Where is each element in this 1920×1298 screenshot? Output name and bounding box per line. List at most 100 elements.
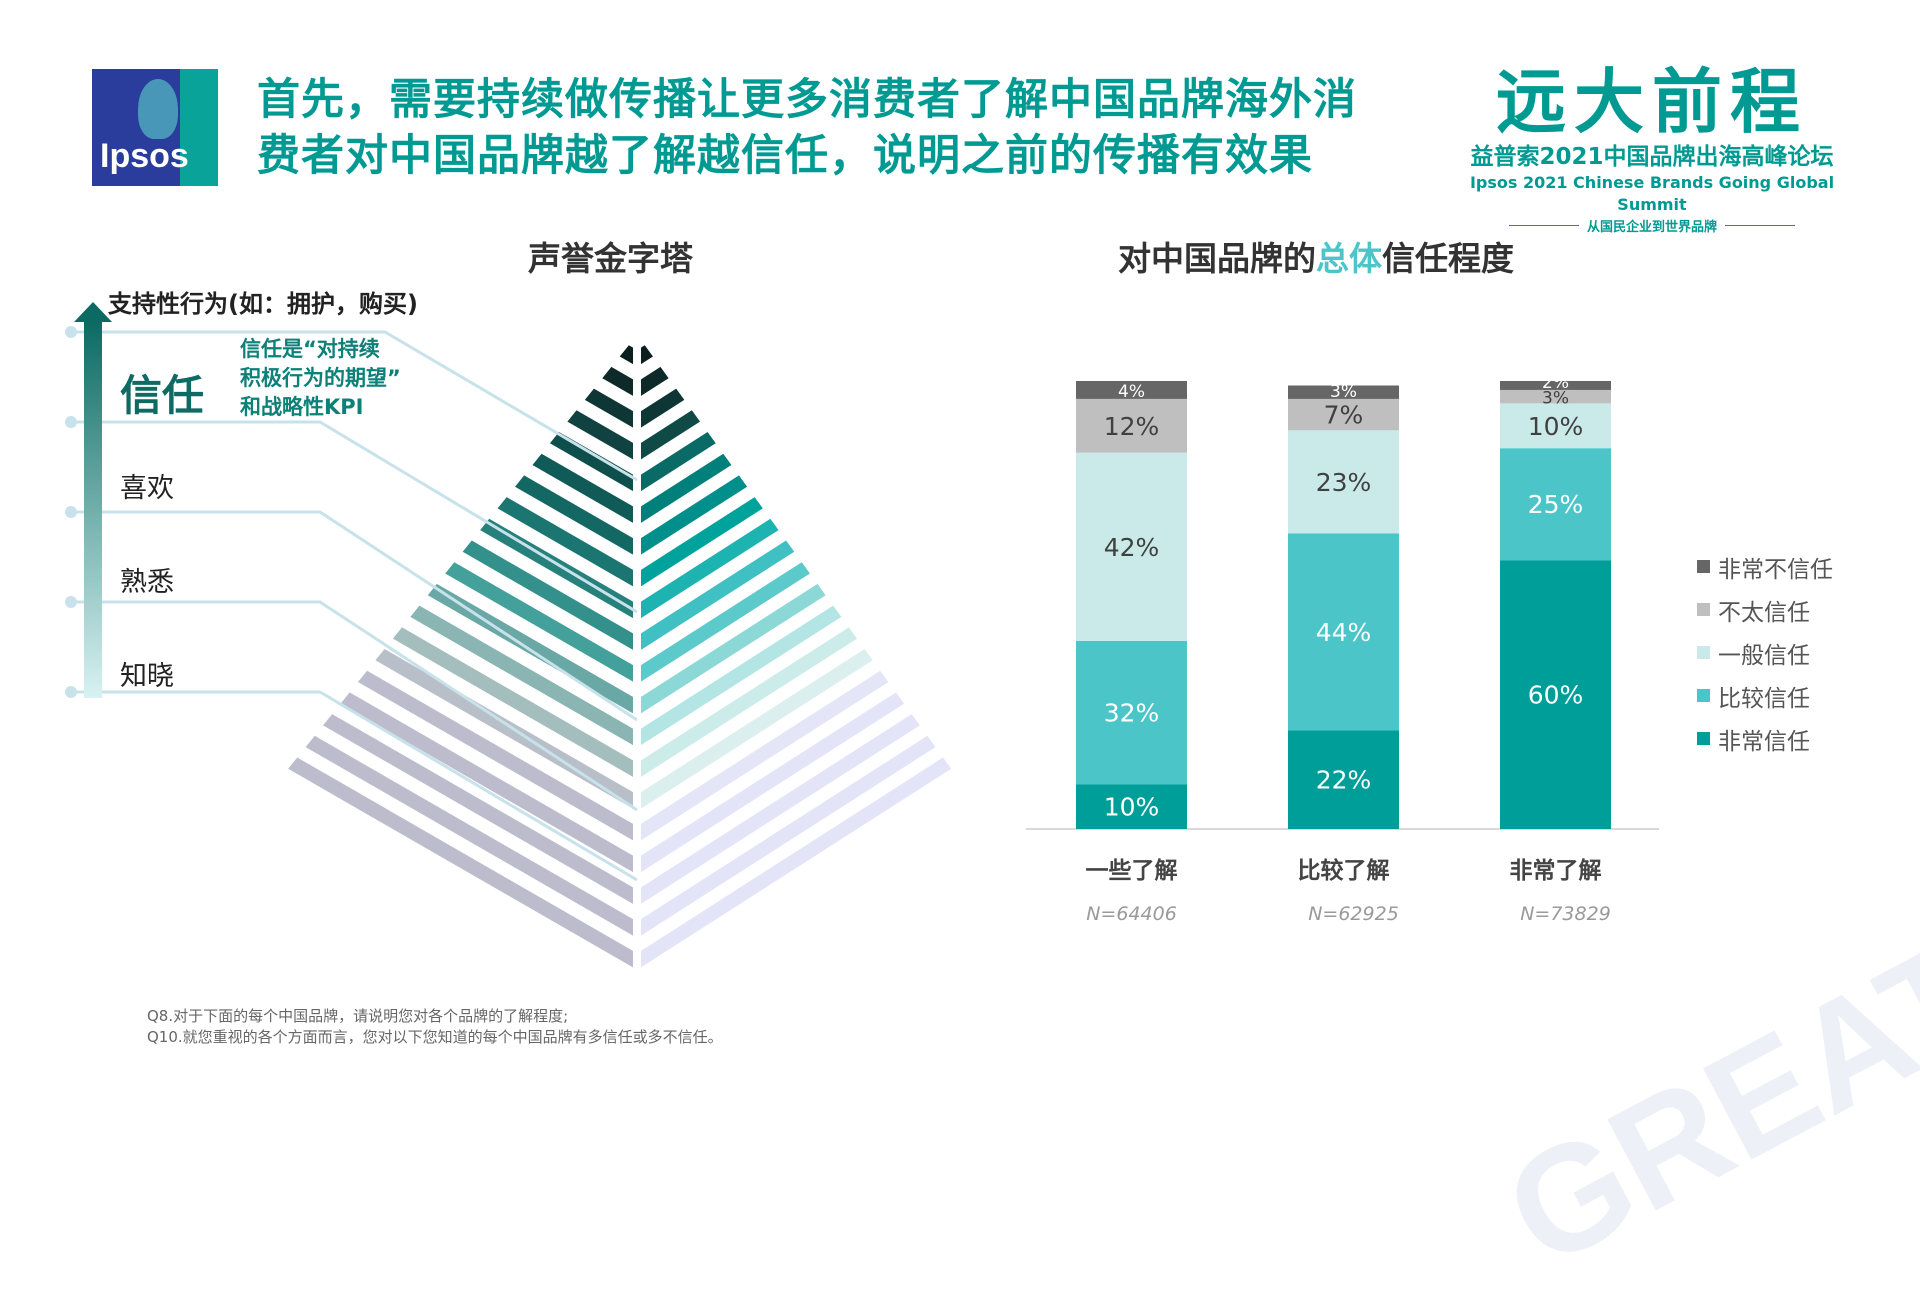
chart-title: 对中国品牌的总体信任程度 xyxy=(1118,239,1514,278)
level-like: 喜欢 xyxy=(120,473,174,504)
data-label: 3% xyxy=(1330,382,1357,402)
level-aware: 知晓 xyxy=(120,661,174,692)
data-label: 4% xyxy=(1118,382,1145,402)
data-label: 12% xyxy=(1104,412,1160,441)
legend-swatch xyxy=(1697,732,1710,745)
legend-item: 一般信任 xyxy=(1697,631,1833,674)
legend-label: 不太信任 xyxy=(1718,599,1810,626)
pyramid-stripe xyxy=(641,714,920,904)
pyramid-stripe xyxy=(641,540,795,650)
bar-segment xyxy=(1076,640,1187,785)
legend-item: 非常不信任 xyxy=(1697,545,1833,588)
pyramid-stripe xyxy=(602,366,633,396)
pyramid-stripe xyxy=(480,518,633,619)
pyramid-stripe xyxy=(305,735,633,936)
sample-size-label: N=62925 xyxy=(1308,903,1399,925)
pyramid-stripe xyxy=(532,453,633,523)
data-label: 10% xyxy=(1104,793,1160,822)
category-label: 比较了解 xyxy=(1298,857,1390,884)
bar-segment xyxy=(1288,430,1399,534)
pyramid-stripe xyxy=(641,692,905,873)
bar-segment xyxy=(1076,398,1187,453)
pyramid-stripe xyxy=(641,388,685,428)
pyramid-stripe xyxy=(641,345,653,365)
top-behavior-label: 支持性行为(如：拥护，购买) xyxy=(108,290,418,318)
pyramid-stripe xyxy=(462,540,633,650)
pyramid-stripe xyxy=(357,670,633,841)
legend-label: 非常信任 xyxy=(1718,728,1810,755)
trust-note: 信任是“对持续 积极行为的期望” 和战略性KPI xyxy=(240,337,401,419)
pyramid-stripe xyxy=(641,757,952,968)
data-label: 2% xyxy=(1542,373,1569,393)
pyramid-stripe xyxy=(641,735,936,936)
pyramid-stripe xyxy=(641,518,779,619)
bar-segment xyxy=(1288,398,1399,431)
arrow-shaft xyxy=(84,322,102,698)
pyramid-stripe xyxy=(641,432,716,492)
bar-segment xyxy=(1500,448,1611,561)
bar-segment xyxy=(1076,784,1187,829)
bar-segment xyxy=(1076,452,1187,641)
legend-item: 比较信任 xyxy=(1697,674,1833,717)
level-familiar: 熟悉 xyxy=(120,567,174,598)
data-label: 60% xyxy=(1528,681,1584,710)
pyramid-stripe xyxy=(515,475,633,555)
pyramid-stripe xyxy=(641,562,810,682)
legend-item: 不太信任 xyxy=(1697,588,1833,631)
pyramid-stripe xyxy=(288,757,633,968)
pyramid-stripe xyxy=(641,453,732,523)
footnote: Q8.对于下面的每个中国品牌，请说明您对各个品牌的了解程度; Q10.就您重视的各… xyxy=(147,1007,723,1046)
sample-size-label: N=64406 xyxy=(1086,903,1177,925)
bar-segment xyxy=(1500,381,1611,390)
pyramid-stripe xyxy=(641,497,763,587)
pyramid-stripe xyxy=(641,366,669,396)
pyramid-stripe xyxy=(641,583,826,714)
pyramid-stripe xyxy=(641,670,889,841)
bar-segment xyxy=(1076,381,1187,399)
pyramid-stripe xyxy=(641,410,701,460)
data-label: 22% xyxy=(1316,766,1372,795)
pyramid-stripe xyxy=(497,497,633,587)
reputation-pyramid xyxy=(65,302,952,968)
category-label: 一些了解 xyxy=(1086,857,1178,884)
bar-segment xyxy=(1500,560,1611,829)
bar-segment xyxy=(1288,385,1399,399)
legend-label: 比较信任 xyxy=(1718,685,1810,712)
data-label: 42% xyxy=(1104,533,1160,562)
connector-dots xyxy=(65,326,77,698)
pyramid-stripe xyxy=(567,410,633,460)
summit-logo: 远大前程 益普索2021中国品牌出海高峰论坛 Ipsos 2021 Chines… xyxy=(1469,61,1835,235)
legend-swatch xyxy=(1697,603,1710,616)
pyramid-stripe xyxy=(323,714,633,904)
legend-swatch xyxy=(1697,560,1710,573)
page-title: 首先，需要持续做传播让更多消费者了解中国品牌海外消 费者对中国品牌越了解越信任，说… xyxy=(257,75,1357,181)
bar-segment xyxy=(1500,389,1611,404)
legend-swatch xyxy=(1697,646,1710,659)
data-label: 25% xyxy=(1528,490,1584,519)
pyramid-stripe xyxy=(549,432,633,492)
data-label: 3% xyxy=(1542,389,1569,409)
pyramid-title: 声誉金字塔 xyxy=(528,239,693,278)
bar-segment xyxy=(1288,730,1399,829)
legend-swatch xyxy=(1697,689,1710,702)
arrow-up-icon xyxy=(74,302,112,322)
pyramid-stripe xyxy=(410,605,633,746)
data-label: 7% xyxy=(1324,401,1364,430)
pyramid-stripe xyxy=(641,475,748,555)
level-trust: 信任 xyxy=(120,371,205,420)
trust-bar-chart: 10%32%42%12%4%一些了解N=6440622%44%23%7%3%比较… xyxy=(1026,373,1659,925)
legend: 非常不信任不太信任一般信任比较信任非常信任 xyxy=(1697,545,1833,760)
bar-segment xyxy=(1288,533,1399,731)
category-label: 非常了解 xyxy=(1510,857,1602,884)
legend-label: 一般信任 xyxy=(1718,642,1810,669)
legend-label: 非常不信任 xyxy=(1718,556,1833,583)
legend-item: 非常信任 xyxy=(1697,717,1833,760)
pyramid-stripe xyxy=(392,627,633,777)
pyramid-stripe xyxy=(619,345,633,365)
data-label: 23% xyxy=(1316,468,1372,497)
data-label: 10% xyxy=(1528,412,1584,441)
pyramid-stripe xyxy=(445,562,633,682)
connector-lines xyxy=(71,330,638,882)
pyramid-stripe xyxy=(375,649,633,809)
data-label: 32% xyxy=(1104,699,1160,728)
